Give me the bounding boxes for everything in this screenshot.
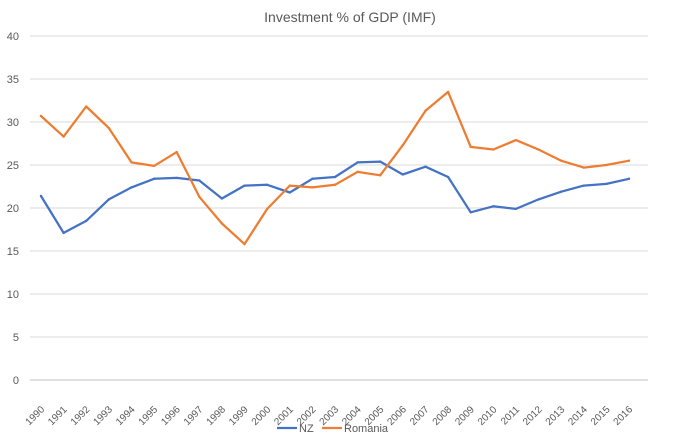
- data-point-nz: [514, 207, 518, 211]
- data-point-romania: [220, 222, 224, 225]
- x-tick-label: 2010: [476, 404, 500, 428]
- data-point-romania: [605, 163, 608, 167]
- data-point-romania: [175, 150, 178, 154]
- data-point-nz: [627, 177, 631, 180]
- data-point-romania: [582, 166, 585, 169]
- series-line-nz: [39, 160, 631, 235]
- data-point-romania: [401, 144, 405, 147]
- data-point-nz: [492, 205, 495, 208]
- data-point-romania: [130, 161, 133, 164]
- x-tick-label: 2008: [431, 404, 455, 428]
- data-point-nz: [446, 175, 450, 179]
- data-point-romania: [39, 114, 43, 118]
- legend: NZ Romania: [277, 423, 389, 435]
- data-point-nz: [311, 177, 314, 180]
- data-point-nz: [175, 176, 178, 180]
- data-point-romania: [469, 145, 472, 149]
- x-tick-label: 2015: [589, 404, 613, 428]
- x-tick-label: 2009: [453, 404, 477, 428]
- data-point-romania: [537, 148, 540, 151]
- data-point-nz: [401, 173, 405, 176]
- x-tick-label: 2011: [499, 404, 522, 427]
- y-tick-label: 35: [7, 74, 19, 86]
- y-tick-label: 5: [13, 332, 19, 344]
- data-point-romania: [559, 159, 563, 162]
- gridlines: [30, 35, 648, 381]
- data-point-nz: [39, 194, 43, 198]
- data-point-romania: [265, 207, 269, 211]
- data-point-nz: [198, 179, 201, 182]
- y-tick-label: 15: [7, 246, 19, 258]
- data-point-romania: [62, 135, 65, 138]
- x-tick-label: 2006: [385, 404, 409, 428]
- legend-label-nz: NZ: [299, 423, 314, 435]
- x-tick-label: 1997: [182, 404, 206, 428]
- data-point-romania: [446, 90, 450, 94]
- y-tick-label: 10: [7, 289, 19, 301]
- x-tick-label: 2013: [544, 404, 568, 428]
- x-tick-label: 1993: [91, 404, 115, 428]
- series-line-romania: [39, 90, 631, 246]
- x-tick-label: 1996: [159, 404, 183, 428]
- x-tick-label: 2000: [250, 404, 274, 428]
- y-tick-label: 20: [7, 203, 19, 215]
- data-point-nz: [424, 165, 427, 168]
- data-point-nz: [220, 197, 224, 200]
- x-tick-label: 2014: [566, 404, 590, 428]
- data-point-nz: [152, 177, 156, 180]
- x-tick-label: 1992: [69, 404, 93, 428]
- data-point-romania: [356, 170, 359, 174]
- data-point-romania: [514, 138, 518, 142]
- data-point-nz: [537, 198, 540, 201]
- data-point-nz: [333, 175, 337, 179]
- x-tick-label: 2007: [408, 404, 432, 428]
- x-tick-label: 1999: [227, 404, 251, 428]
- x-tick-label: 1990: [24, 404, 48, 428]
- series-lines: [39, 90, 631, 246]
- x-tick-label: 2001: [272, 404, 296, 428]
- data-point-romania: [311, 186, 314, 189]
- data-point-nz: [469, 211, 472, 214]
- x-tick-label: 2012: [521, 404, 545, 428]
- data-point-romania: [198, 195, 201, 199]
- data-point-nz: [379, 160, 382, 163]
- y-axis-ticks: 0 5 10 15 20 25 30 35 40: [7, 31, 19, 387]
- y-tick-label: 30: [7, 117, 19, 129]
- y-tick-label: 25: [7, 160, 19, 172]
- x-tick-label: 2003: [318, 404, 342, 428]
- data-point-romania: [379, 174, 382, 177]
- data-point-romania: [288, 184, 291, 187]
- x-axis-ticks: 1990 1991 1992 1993 1994 1995 1996 1997 1998 1999…: [24, 404, 636, 428]
- y-tick-label: 0: [13, 375, 19, 387]
- x-tick-label: 2016: [612, 404, 636, 428]
- data-point-nz: [243, 184, 246, 187]
- data-point-romania: [152, 164, 156, 168]
- data-point-nz: [107, 198, 111, 201]
- data-point-nz: [582, 184, 585, 187]
- x-tick-label: 1994: [114, 404, 138, 428]
- data-point-romania: [107, 126, 111, 130]
- data-point-nz: [356, 161, 359, 164]
- data-point-romania: [627, 159, 631, 162]
- data-point-nz: [85, 219, 88, 223]
- data-point-nz: [130, 186, 133, 189]
- data-point-romania: [85, 105, 88, 108]
- data-point-romania: [492, 148, 495, 151]
- data-point-romania: [243, 242, 246, 246]
- x-tick-label: 1991: [46, 404, 70, 428]
- chart-title: Investment % of GDP (IMF): [264, 9, 436, 25]
- data-point-nz: [605, 182, 608, 186]
- y-tick-label: 40: [7, 31, 19, 43]
- legend-label-romania: Romania: [344, 423, 389, 435]
- x-tick-label: 1998: [205, 404, 229, 428]
- data-point-nz: [62, 231, 65, 235]
- data-point-romania: [424, 109, 427, 113]
- data-point-nz: [559, 190, 563, 193]
- x-tick-label: 1995: [137, 404, 161, 428]
- data-point-nz: [288, 191, 291, 194]
- data-point-romania: [333, 183, 337, 186]
- data-point-nz: [265, 183, 269, 186]
